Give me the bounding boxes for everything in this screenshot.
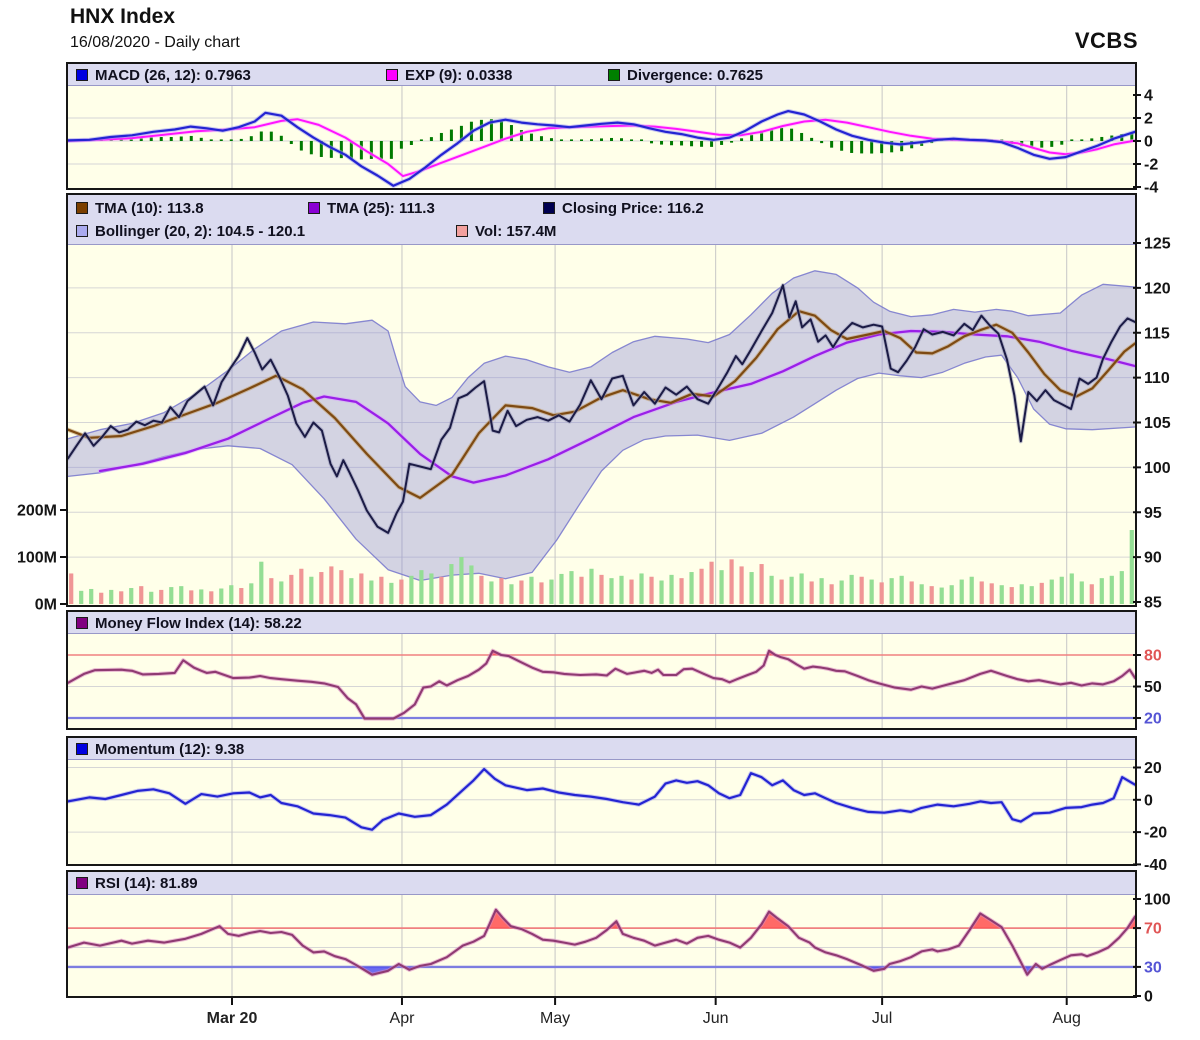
tma25-line: [97, 328, 1135, 485]
svg-text:105: 105: [1144, 415, 1171, 432]
closing-price-legend-label: Closing Price: 116.2: [562, 199, 704, 217]
legend-item-closing-price: Closing Price: 116.2: [543, 197, 704, 219]
legend-item-exp: EXP (9): 0.0338: [386, 64, 512, 86]
svg-text:85: 85: [1144, 595, 1162, 612]
macd-legend: MACD (26, 12): 0.7963 EXP (9): 0.0338 Di…: [68, 64, 1135, 86]
svg-text:-20: -20: [1144, 825, 1167, 842]
gridlines: [68, 245, 1135, 605]
svg-text:0: 0: [1144, 134, 1153, 151]
svg-text:125: 125: [1144, 236, 1171, 253]
macd-legend-label: MACD (26, 12): 0.7963: [95, 66, 251, 84]
momentum-marker-icon: [76, 743, 88, 755]
mfi-marker-icon: [76, 617, 88, 629]
closing-price-marker-icon: [543, 202, 555, 214]
tma10-line: [68, 309, 1135, 500]
svg-text:80: 80: [1144, 648, 1162, 665]
svg-text:110: 110: [1144, 370, 1170, 387]
tma10-marker-icon: [76, 202, 88, 214]
chart-subtitle: 16/08/2020 - Daily chart: [70, 34, 240, 51]
page-title: HNX Index: [70, 5, 176, 28]
volume-bars: [69, 530, 1134, 604]
closing-price-line: [68, 283, 1135, 535]
brand-logo: VCBS: [1074, 28, 1138, 53]
svg-text:-2: -2: [1144, 157, 1158, 174]
legend-item-macd: MACD (26, 12): 0.7963: [76, 64, 251, 86]
rsi-legend-label: RSI (14): 81.89: [95, 874, 198, 892]
svg-text:50: 50: [1144, 679, 1162, 696]
rsi-legend: RSI (14): 81.89: [68, 872, 1135, 895]
macd-line: [68, 109, 1135, 188]
bollinger-marker-icon: [76, 225, 88, 237]
mfi-line: [68, 648, 1135, 721]
svg-text:30: 30: [1144, 959, 1162, 976]
svg-text:100M: 100M: [17, 550, 57, 567]
svg-text:May: May: [540, 1010, 570, 1027]
mfi-legend: Money Flow Index (14): 58.22: [68, 612, 1135, 634]
tma25-legend-label: TMA (25): 111.3: [327, 199, 435, 217]
momentum-plot: [68, 760, 1135, 864]
svg-text:200M: 200M: [17, 503, 57, 520]
svg-text:Jun: Jun: [703, 1010, 729, 1027]
legend-item-volume: Vol: 157.4M: [456, 220, 556, 242]
legend-item-rsi: RSI (14): 81.89: [76, 872, 198, 894]
svg-text:0: 0: [1144, 792, 1153, 809]
svg-text:120: 120: [1144, 280, 1171, 297]
legend-item-divergence: Divergence: 0.7625: [608, 64, 763, 86]
svg-text:Aug: Aug: [1052, 1010, 1080, 1027]
legend-item-tma25: TMA (25): 111.3: [308, 197, 435, 219]
macd-plot: [68, 86, 1135, 188]
momentum-line: [68, 767, 1135, 832]
svg-text:Mar 20: Mar 20: [207, 1010, 258, 1027]
tma25-marker-icon: [308, 202, 320, 214]
x-axis-labels: Mar 20 Apr May Jun Jul Aug: [207, 998, 1081, 1027]
svg-text:20: 20: [1144, 711, 1162, 728]
exp-legend-label: EXP (9): 0.0338: [405, 66, 513, 84]
tma10-legend-label: TMA (10): 113.8: [95, 199, 204, 217]
rsi-line: [68, 907, 1135, 977]
mfi-legend-label: Money Flow Index (14): 58.22: [95, 614, 302, 632]
svg-text:0M: 0M: [35, 597, 57, 614]
mfi-plot: [68, 634, 1135, 728]
svg-text:100: 100: [1144, 892, 1171, 909]
volume-marker-icon: [456, 225, 468, 237]
legend-item-tma10: TMA (10): 113.8: [76, 197, 204, 219]
svg-text:70: 70: [1144, 921, 1162, 938]
svg-text:4: 4: [1144, 88, 1153, 105]
price-legend: TMA (10): 113.8 TMA (25): 111.3 Closing …: [68, 195, 1135, 245]
legend-item-mfi: Money Flow Index (14): 58.22: [76, 612, 302, 634]
volume-legend-label: Vol: 157.4M: [475, 222, 557, 240]
macd-marker-icon: [76, 69, 88, 81]
momentum-legend: Momentum (12): 9.38: [68, 738, 1135, 760]
price-plot: [68, 245, 1135, 605]
divergence-marker-icon: [608, 69, 620, 81]
divergence-legend-label: Divergence: 0.7625: [627, 66, 763, 84]
svg-text:Apr: Apr: [390, 1010, 416, 1027]
svg-text:90: 90: [1144, 550, 1162, 567]
svg-text:2: 2: [1144, 111, 1153, 128]
svg-text:95: 95: [1144, 505, 1162, 522]
rsi-plot: [68, 895, 1135, 996]
svg-text:100: 100: [1144, 460, 1171, 477]
svg-text:-4: -4: [1144, 180, 1158, 197]
svg-text:115: 115: [1144, 325, 1170, 342]
rsi-marker-icon: [76, 877, 88, 889]
svg-text:-40: -40: [1144, 857, 1167, 874]
bollinger-legend-label: Bollinger (20, 2): 104.5 - 120.1: [95, 222, 306, 240]
legend-item-momentum: Momentum (12): 9.38: [76, 738, 244, 760]
svg-text:Jul: Jul: [872, 1010, 892, 1027]
momentum-legend-label: Momentum (12): 9.38: [95, 740, 245, 758]
svg-text:0: 0: [1144, 989, 1153, 1006]
bollinger-band: [68, 270, 1135, 582]
svg-text:20: 20: [1144, 760, 1162, 777]
exp-marker-icon: [386, 69, 398, 81]
legend-item-bollinger: Bollinger (20, 2): 104.5 - 120.1: [76, 220, 305, 242]
gridlines: [68, 634, 1135, 728]
